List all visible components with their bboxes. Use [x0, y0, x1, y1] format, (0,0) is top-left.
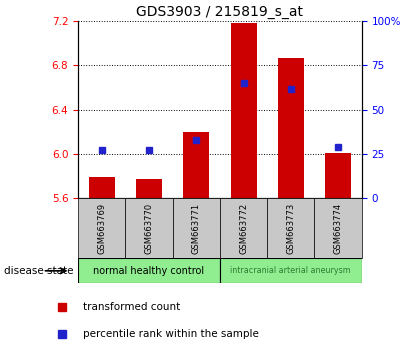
- Text: GSM663774: GSM663774: [334, 203, 342, 254]
- Text: GSM663772: GSM663772: [239, 203, 248, 254]
- Title: GDS3903 / 215819_s_at: GDS3903 / 215819_s_at: [136, 5, 303, 19]
- Text: normal healthy control: normal healthy control: [93, 266, 205, 276]
- Bar: [89, 177, 115, 198]
- Text: intracranial arterial aneurysm: intracranial arterial aneurysm: [231, 266, 351, 275]
- Bar: [136, 179, 162, 198]
- Bar: [267, 198, 314, 258]
- Bar: [314, 198, 362, 258]
- Bar: [220, 198, 267, 258]
- Bar: [325, 153, 351, 198]
- Bar: [220, 258, 362, 283]
- Text: GSM663773: GSM663773: [286, 203, 295, 254]
- Text: transformed count: transformed count: [83, 302, 180, 312]
- Text: GSM663771: GSM663771: [192, 203, 201, 254]
- Bar: [231, 23, 256, 198]
- Bar: [278, 58, 304, 198]
- Bar: [173, 198, 220, 258]
- Bar: [78, 198, 125, 258]
- Text: percentile rank within the sample: percentile rank within the sample: [83, 329, 259, 339]
- Text: GSM663769: GSM663769: [97, 203, 106, 254]
- Bar: [183, 132, 209, 198]
- Bar: [78, 258, 220, 283]
- Text: disease state: disease state: [4, 266, 74, 276]
- Text: GSM663770: GSM663770: [145, 203, 153, 254]
- Bar: [125, 198, 173, 258]
